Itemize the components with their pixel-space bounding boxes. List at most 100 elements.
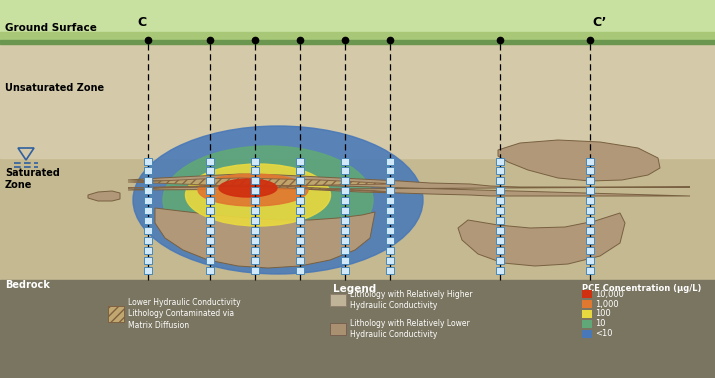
Polygon shape bbox=[88, 191, 120, 201]
Bar bbox=[251, 158, 259, 165]
Bar bbox=[496, 247, 504, 254]
Bar bbox=[206, 177, 214, 184]
Bar bbox=[496, 227, 504, 234]
Bar bbox=[206, 187, 214, 194]
Bar bbox=[144, 177, 152, 184]
Bar bbox=[386, 217, 394, 224]
Bar bbox=[144, 257, 152, 264]
Text: 10,000: 10,000 bbox=[595, 290, 624, 299]
Bar bbox=[206, 267, 214, 274]
Bar bbox=[251, 227, 259, 234]
Bar bbox=[206, 158, 214, 165]
Bar bbox=[296, 187, 304, 194]
Bar bbox=[251, 257, 259, 264]
Bar bbox=[586, 207, 594, 214]
Bar bbox=[206, 257, 214, 264]
Bar bbox=[341, 177, 349, 184]
Bar bbox=[296, 158, 304, 165]
Ellipse shape bbox=[185, 164, 330, 226]
Bar bbox=[144, 237, 152, 244]
Bar bbox=[144, 267, 152, 274]
Bar bbox=[341, 197, 349, 204]
Bar bbox=[341, 217, 349, 224]
Polygon shape bbox=[128, 174, 690, 196]
Bar bbox=[296, 167, 304, 174]
Bar bbox=[341, 257, 349, 264]
Bar bbox=[586, 187, 594, 194]
Bar bbox=[296, 257, 304, 264]
Text: Unsaturated Zone: Unsaturated Zone bbox=[5, 83, 104, 93]
Bar bbox=[330, 294, 346, 306]
Bar bbox=[296, 227, 304, 234]
Bar bbox=[251, 217, 259, 224]
Bar bbox=[341, 167, 349, 174]
Bar bbox=[0, 40, 715, 44]
Bar bbox=[496, 187, 504, 194]
Text: C: C bbox=[137, 17, 146, 29]
Bar bbox=[144, 197, 152, 204]
Text: PCE Concentration (µg/L): PCE Concentration (µg/L) bbox=[582, 284, 701, 293]
Bar bbox=[341, 247, 349, 254]
Bar bbox=[586, 167, 594, 174]
Bar bbox=[251, 167, 259, 174]
Ellipse shape bbox=[219, 179, 277, 197]
Bar bbox=[386, 207, 394, 214]
Bar bbox=[296, 197, 304, 204]
Bar bbox=[0, 0, 715, 158]
Bar bbox=[496, 237, 504, 244]
Bar bbox=[496, 158, 504, 165]
Bar bbox=[341, 267, 349, 274]
Bar bbox=[586, 247, 594, 254]
Polygon shape bbox=[128, 178, 395, 192]
Bar bbox=[144, 227, 152, 234]
Bar bbox=[341, 237, 349, 244]
Bar bbox=[386, 167, 394, 174]
Bar bbox=[296, 177, 304, 184]
Bar bbox=[206, 227, 214, 234]
Bar bbox=[496, 167, 504, 174]
Text: <10: <10 bbox=[595, 330, 613, 339]
Bar bbox=[206, 197, 214, 204]
Bar bbox=[144, 247, 152, 254]
Ellipse shape bbox=[163, 146, 373, 254]
Bar bbox=[206, 237, 214, 244]
Bar bbox=[0, 0, 715, 40]
Text: Lower Hydraulic Conductivity
Lithology Contaminated via
Matrix Diffusion: Lower Hydraulic Conductivity Lithology C… bbox=[128, 298, 241, 330]
Bar bbox=[296, 217, 304, 224]
Bar bbox=[586, 267, 594, 274]
Bar bbox=[341, 227, 349, 234]
Text: Lithology with Relatively Higher
Hydraulic Conductivity: Lithology with Relatively Higher Hydraul… bbox=[350, 290, 473, 310]
Bar bbox=[251, 267, 259, 274]
Bar bbox=[206, 167, 214, 174]
Bar bbox=[251, 177, 259, 184]
Bar bbox=[496, 257, 504, 264]
Bar bbox=[582, 310, 592, 318]
Ellipse shape bbox=[198, 174, 308, 206]
Bar bbox=[296, 267, 304, 274]
Bar bbox=[206, 207, 214, 214]
Bar bbox=[586, 227, 594, 234]
Bar bbox=[296, 247, 304, 254]
Bar bbox=[386, 158, 394, 165]
Bar bbox=[582, 300, 592, 308]
Bar bbox=[586, 237, 594, 244]
Bar bbox=[386, 237, 394, 244]
Ellipse shape bbox=[133, 126, 423, 274]
Text: 100: 100 bbox=[595, 310, 611, 319]
Bar bbox=[386, 267, 394, 274]
Text: Lithology with Relatively Lower
Hydraulic Conductivity: Lithology with Relatively Lower Hydrauli… bbox=[350, 319, 470, 339]
Polygon shape bbox=[458, 213, 625, 266]
Bar bbox=[144, 167, 152, 174]
Bar bbox=[206, 217, 214, 224]
Bar bbox=[341, 207, 349, 214]
Bar bbox=[586, 177, 594, 184]
Bar bbox=[251, 197, 259, 204]
Bar bbox=[251, 247, 259, 254]
Bar bbox=[496, 207, 504, 214]
Text: Saturated
Zone: Saturated Zone bbox=[5, 168, 60, 190]
Bar bbox=[586, 158, 594, 165]
Bar bbox=[144, 217, 152, 224]
Bar bbox=[496, 197, 504, 204]
Bar bbox=[496, 177, 504, 184]
Bar bbox=[586, 257, 594, 264]
